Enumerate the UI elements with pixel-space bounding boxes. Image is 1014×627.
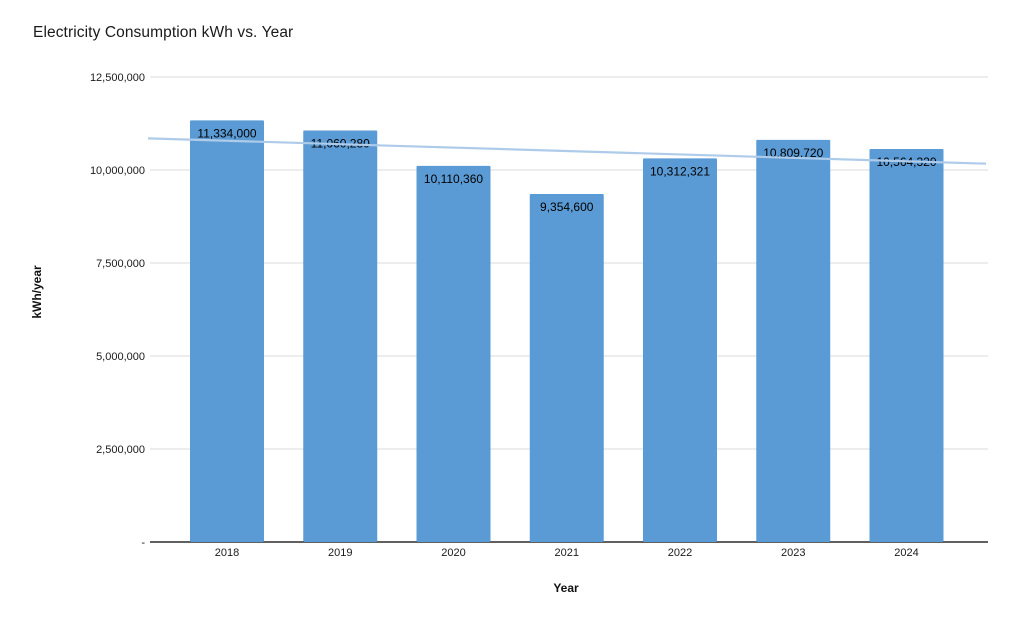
- y-tick-label: 12,500,000: [90, 72, 145, 84]
- x-tick-label: 2022: [668, 547, 692, 559]
- y-tick-label: 10,000,000: [90, 165, 145, 177]
- chart-title: Electricity Consumption kWh vs. Year: [33, 24, 294, 41]
- y-tick-label: 2,500,000: [96, 444, 145, 456]
- y-tick-label: 5,000,000: [96, 351, 145, 363]
- bar-value-label: 9,354,600: [540, 200, 594, 214]
- x-axis-title: Year: [553, 581, 579, 595]
- bar-2019[interactable]: [303, 130, 378, 542]
- bar-2020[interactable]: [416, 165, 491, 543]
- bar-value-label: 10,312,321: [650, 164, 710, 178]
- bar-value-label: 11,334,000: [197, 126, 256, 140]
- x-tick-label: 2024: [894, 547, 918, 559]
- x-tick-label: 2021: [555, 547, 579, 559]
- bar-2018[interactable]: [190, 120, 264, 543]
- bar-2021[interactable]: [529, 194, 604, 542]
- bar-2023[interactable]: [756, 139, 831, 542]
- x-tick-label: 2023: [781, 547, 805, 559]
- x-tick-label: 2018: [215, 547, 239, 559]
- y-tick-label: 7,500,000: [96, 258, 145, 270]
- bar-2024[interactable]: [869, 149, 944, 542]
- bar-2022[interactable]: [643, 158, 717, 542]
- x-tick-label: 2020: [441, 547, 465, 559]
- trendline[interactable]: [147, 137, 987, 165]
- x-tick-label: 2019: [328, 547, 352, 559]
- bar-value-label: 10,110,360: [424, 172, 483, 186]
- y-tick-label: -: [141, 537, 145, 549]
